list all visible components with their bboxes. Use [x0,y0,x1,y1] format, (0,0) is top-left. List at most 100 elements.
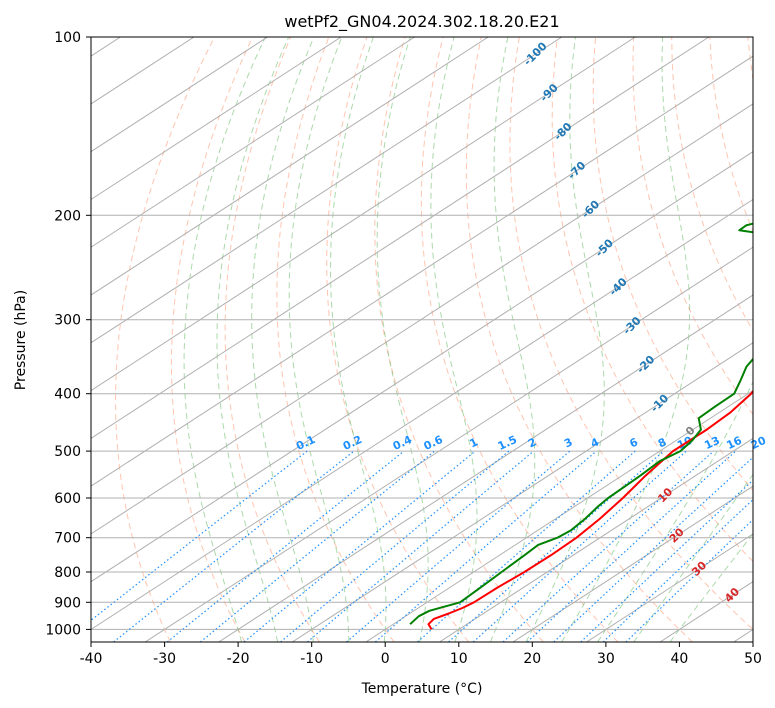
isotherm-line [365,389,753,642]
dry-adiabat [326,37,470,642]
y-tick-label: 1000 [45,622,81,638]
moist-adiabat [329,37,387,642]
isotherm-line [91,37,636,392]
dry-adiabat [114,37,215,642]
mixing-ratio-line [580,479,753,642]
x-tick-label: 20 [523,651,541,667]
mixing-ratio-line [307,450,535,642]
temperature-profile [427,389,753,630]
mixing-ratio-label: 0.1 [294,433,317,453]
moist-adiabat [216,37,290,642]
mixing-ratio-label: 1 [468,435,480,450]
x-axis: -40 -30 -20 -10 0 10 20 30 40 50 [80,642,762,667]
mixing-ratio-label: 16 [725,434,745,452]
dry-adiabat [170,37,254,642]
isotherm-label: -20 [634,353,657,376]
plot-frame [90,36,754,643]
dewpoint-profile [409,222,753,625]
mixing-ratio-line [602,498,753,642]
mixing-ratio-label: 8 [656,435,668,450]
dry-adiabat [632,37,753,416]
isotherm-label: -90 [538,81,561,104]
y-tick-label: 800 [54,565,81,581]
mixing-ratio-line [553,456,753,642]
mixing-ratio-label: 0.2 [341,433,364,453]
x-tick-label: -40 [80,651,103,667]
isotherm-label: -70 [565,159,588,182]
isotherm-line [91,37,563,344]
x-tick-label: 10 [450,651,468,667]
mixing-ratio-line [472,450,687,642]
chart-title: wetPf2_GN04.2024.302.18.20.E21 [284,12,559,32]
mixing-ratio-label: 6 [628,435,641,450]
isotherm-label: -10 [648,391,671,414]
moist-adiabat [183,37,266,642]
x-tick-label: 0 [381,651,390,667]
y-tick-label: 100 [54,30,81,46]
mixing-ratio-line [113,450,355,642]
mixing-ratio-label: 25 [773,434,775,452]
isotherm-label: 20 [667,525,687,545]
moist-adiabat [597,380,753,642]
moist-adiabat [669,533,753,642]
isotherm-line [91,37,710,439]
isotherm-line [586,533,753,642]
x-tick-label: 30 [597,651,615,667]
mixing-ratio-lines [91,450,753,642]
y-tick-label: 500 [54,444,81,460]
isotherm-label: -40 [607,275,630,298]
dry-adiabat [671,37,753,332]
isotherm-label: -100 [521,39,550,68]
isotherm-line [144,246,753,642]
mixing-ratio-label: 2 [526,435,538,450]
moist-adiabat [489,37,536,642]
moist-adiabat [633,473,753,642]
mixing-ratio-line [375,450,597,642]
isotherm-line [91,37,342,201]
x-tick-label: 50 [744,651,762,667]
isotherm-line [512,485,753,642]
moist-adiabat [251,37,315,642]
y-tick-label: 400 [54,387,81,403]
dry-adiabat [465,37,693,642]
y-tick-label: 900 [54,595,81,611]
y-tick-label: 600 [54,491,81,507]
mixing-ratio-line [625,518,753,642]
mixing-ratio-label: 20 [749,434,769,452]
mixing-ratio-line [166,450,405,642]
isotherm-line [91,37,268,153]
dry-adiabat [374,37,544,642]
isotherm-line [292,342,753,642]
dry-adiabat [551,37,753,563]
isotherm-line [91,151,753,583]
profile-series [409,222,753,630]
isotherm-line [439,437,753,642]
mixing-ratio-label: 13 [702,434,721,452]
isotherm-label: -80 [551,120,574,143]
moist-adiabat [561,37,691,642]
isotherm-line [91,55,753,487]
mixing-ratio-label: 3 [562,435,574,450]
isotherm-line [91,37,489,296]
y-tick-label: 300 [54,313,81,329]
dry-adiabat [276,37,395,642]
grid-lines [91,37,753,642]
y-axis: 1000 900 800 700 600 500 400 300 200 100 [45,30,91,638]
mixing-ratio-labels: 0.10.20.40.611.52346810131620253036 [294,433,775,453]
isotherm-line [218,294,753,642]
y-tick-label: 700 [54,531,81,547]
moist-adiabat [430,37,478,642]
dry-adiabat [709,37,753,233]
isotherm-label: 30 [689,558,709,578]
x-tick-label: 40 [670,651,688,667]
background-lines [114,37,753,642]
x-tick-label: -10 [300,651,323,667]
mixing-ratio-line [200,450,436,642]
isotherm-label: -30 [620,314,643,337]
y-axis-title: Pressure (hPa) [13,290,29,390]
moist-adiabat [288,37,350,642]
dry-adiabat [509,37,753,631]
dry-adiabat [224,37,320,642]
x-axis-title: Temperature (°C) [361,681,483,697]
